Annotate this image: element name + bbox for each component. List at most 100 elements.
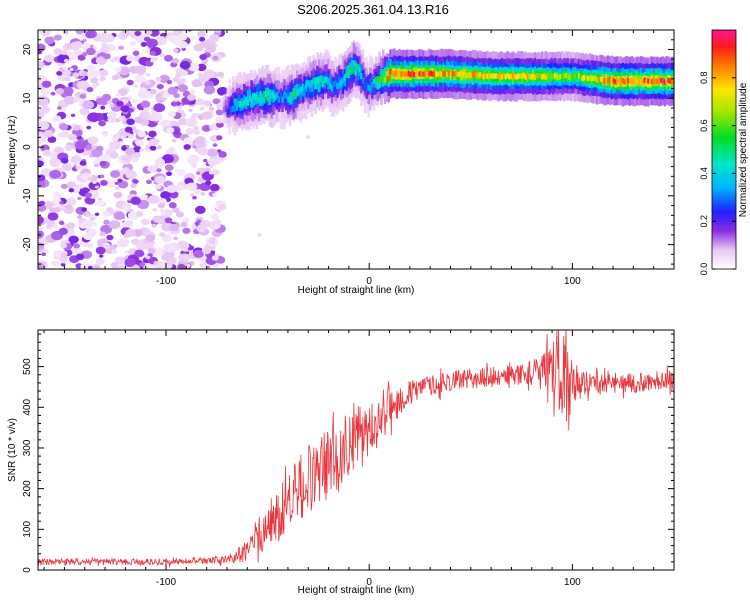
noise-blob xyxy=(52,206,61,213)
noise-blob xyxy=(118,115,126,122)
noise-blob xyxy=(134,116,144,124)
noise-blob xyxy=(61,163,72,172)
noise-blob xyxy=(99,154,108,162)
noise-blob xyxy=(208,220,221,230)
noise-blob xyxy=(183,137,194,145)
noise-blob xyxy=(42,149,51,157)
ridge-cell xyxy=(557,74,560,80)
noise-blob xyxy=(38,49,43,55)
noise-blob xyxy=(197,147,209,156)
noise-blob xyxy=(209,34,220,43)
colorbar-tick-label: 0.6 xyxy=(699,119,709,132)
noise-blob xyxy=(90,77,99,84)
ridge-cell xyxy=(232,105,235,112)
noise-blob xyxy=(134,249,145,258)
noise-blob xyxy=(77,214,83,220)
noise-blob xyxy=(207,158,218,167)
ridge-cell xyxy=(446,71,449,78)
noise-blob xyxy=(212,192,217,197)
noise-blob xyxy=(126,118,135,126)
noise-blob xyxy=(147,195,160,204)
noise-blob xyxy=(216,86,229,96)
ridge-cell xyxy=(345,70,348,77)
ridge-cell xyxy=(233,99,237,112)
noise-blob xyxy=(149,145,157,151)
noise-blob xyxy=(56,70,63,76)
noise-blob xyxy=(39,30,51,37)
ridge-cell xyxy=(409,71,412,78)
ridge-cell xyxy=(630,78,634,84)
noise-blob xyxy=(160,119,171,128)
ridge-cell xyxy=(643,77,646,83)
ridge-cell xyxy=(290,91,293,99)
noise-blob xyxy=(63,58,69,63)
noise-blob xyxy=(95,145,104,152)
ridge-cell xyxy=(305,81,308,88)
y-tick-label: 0 xyxy=(22,144,33,150)
ridge-cell xyxy=(595,77,599,83)
ridge-cell xyxy=(312,78,315,85)
ridge-cell xyxy=(336,74,339,87)
ridge-cell xyxy=(667,77,670,84)
ridge-cell xyxy=(328,82,332,89)
ridge-cell xyxy=(469,72,473,79)
noise-blob xyxy=(102,53,111,60)
noise-blob xyxy=(162,154,174,164)
noise-blob xyxy=(153,103,166,113)
ridge-cell xyxy=(288,96,292,103)
ridge-cell xyxy=(462,71,465,78)
noise-blob xyxy=(144,80,151,86)
noise-blob xyxy=(102,242,111,249)
ridge-cell xyxy=(383,70,387,81)
noise-blob xyxy=(188,108,193,112)
noise-blob xyxy=(83,43,91,49)
ridge-cell xyxy=(266,87,270,101)
ridge-cell xyxy=(275,91,279,99)
ridge-cell xyxy=(418,71,422,77)
ridge-cell xyxy=(372,82,376,94)
ridge-cell xyxy=(504,74,507,80)
noise-blob xyxy=(204,126,210,131)
ridge-cell xyxy=(380,69,383,80)
noise-blob xyxy=(38,61,45,69)
noise-blob xyxy=(197,30,206,38)
noise-blob xyxy=(57,74,66,82)
noise-blob xyxy=(144,48,151,54)
noise-blob xyxy=(49,208,54,212)
ridge-cell xyxy=(575,73,579,79)
noise-blob xyxy=(64,144,74,151)
ridge-cell xyxy=(354,69,358,76)
ridge-cell xyxy=(389,69,392,75)
noise-blob xyxy=(73,243,81,249)
noise-blob xyxy=(175,184,185,192)
noise-blob xyxy=(74,140,87,150)
ridge-cell xyxy=(296,89,299,96)
noise-blob xyxy=(56,132,63,138)
ridge-cell xyxy=(568,74,571,80)
ridge-cell xyxy=(634,78,637,84)
noise-blob xyxy=(38,200,46,206)
ridge-cell xyxy=(347,65,350,78)
noise-blob xyxy=(139,148,144,152)
ridge-cell xyxy=(250,98,253,105)
ridge-cell xyxy=(581,75,584,82)
noise-blob xyxy=(86,47,96,56)
noise-blob xyxy=(167,86,178,95)
noise-blob xyxy=(77,183,85,189)
ridge-cell xyxy=(530,74,533,80)
ridge-cell xyxy=(424,71,427,77)
ridge-cell xyxy=(286,96,290,103)
ridge-cell xyxy=(495,73,498,79)
noise-blob xyxy=(114,66,122,73)
noise-blob xyxy=(164,217,173,224)
ridge-cell xyxy=(356,68,359,81)
spectrogram-image xyxy=(38,30,674,269)
ridge-cell xyxy=(455,71,458,77)
noise-blob xyxy=(187,156,198,165)
ridge-cell xyxy=(559,74,562,80)
noise-blob xyxy=(99,174,105,179)
noise-blob xyxy=(148,116,155,122)
noise-blob xyxy=(180,70,188,76)
y-tick-label: 200 xyxy=(22,480,33,497)
